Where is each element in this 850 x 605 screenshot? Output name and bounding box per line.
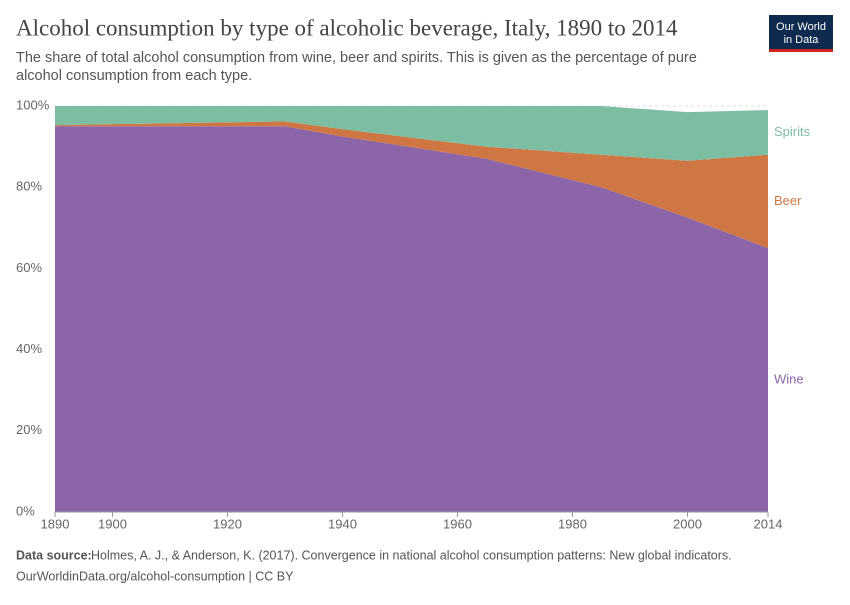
subtitle: alcohol consumption from each type. (16, 68, 252, 84)
x-tick-label: 2014 (754, 516, 783, 531)
y-tick-label: 20% (16, 422, 42, 437)
y-tick-label: 40% (16, 341, 42, 356)
y-tick-label: 80% (16, 179, 42, 194)
chart-title: Alcohol consumption by type of alcoholic… (16, 15, 678, 40)
area (55, 106, 768, 161)
logo[interactable] (769, 15, 833, 52)
source-label: Data source: (16, 548, 92, 562)
area (55, 121, 768, 249)
logo-bar (769, 49, 833, 52)
x-tick-label: 1890 (41, 516, 70, 531)
x-tick-label: 1920 (213, 516, 242, 531)
y-tick-label: 0% (16, 503, 35, 518)
x-tick-label: 1980 (558, 516, 587, 531)
x-tick-label: 2000 (673, 516, 702, 531)
logo-text: in Data (784, 34, 820, 46)
x-tick-label: 1900 (98, 516, 127, 531)
x-tick-label: 1960 (443, 516, 472, 531)
area (55, 126, 768, 513)
footer[interactable]: OurWorldinData.org/alcohol-consumption |… (16, 569, 294, 583)
series-label: Spirits (774, 124, 811, 139)
series-label: Wine (774, 371, 804, 386)
subtitle: The share of total alcohol consumption f… (16, 50, 697, 66)
y-tick-label: 60% (16, 260, 42, 275)
series-label: Beer (774, 193, 802, 208)
source: Holmes, A. J., & Anderson, K. (2017). Co… (91, 548, 732, 562)
y-tick-label: 100% (16, 97, 50, 112)
x-tick-label: 1940 (328, 516, 357, 531)
logo-text: Our World (776, 21, 826, 33)
